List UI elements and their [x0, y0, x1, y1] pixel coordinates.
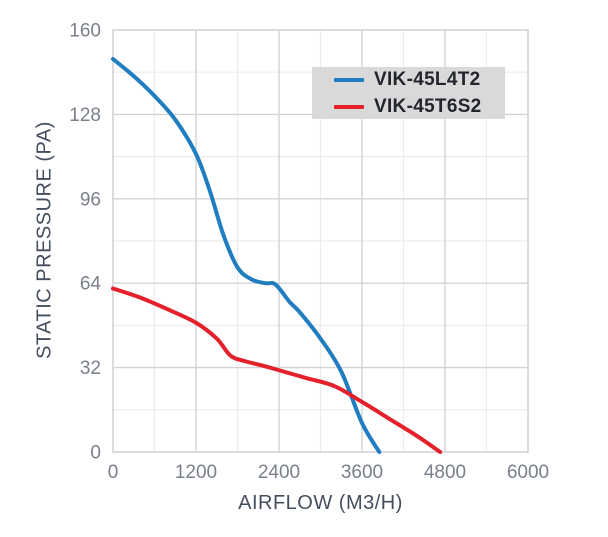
- y-tick-label: 32: [80, 358, 101, 379]
- series-line-1: [111, 286, 443, 454]
- legend-label-series-0: VIK-45L4T2: [374, 68, 481, 90]
- legend-item-series-1: VIK-45T6S2: [334, 96, 505, 118]
- y-axis-title: STATIC PRESSURE (PA): [33, 121, 56, 359]
- legend-item-series-0: VIK-45L4T2: [334, 69, 505, 91]
- x-tick-label: 2400: [258, 462, 300, 483]
- x-axis-title: AIRFLOW (M3/H): [238, 492, 403, 514]
- x-tick-label: 6000: [507, 462, 549, 483]
- y-tick-label: 96: [80, 189, 101, 210]
- plot-frame: [112, 29, 529, 453]
- legend-line-swatch-blue: [334, 77, 364, 82]
- x-tick-label: 3600: [341, 462, 383, 483]
- legend: VIK-45L4T2 VIK-45T6S2: [312, 67, 505, 119]
- y-tick-label: 160: [69, 21, 101, 42]
- legend-line-swatch-red: [334, 104, 364, 109]
- legend-label-series-1: VIK-45T6S2: [374, 95, 482, 117]
- series-line-0: [111, 57, 382, 454]
- y-tick-label: 0: [90, 443, 101, 464]
- x-tick-label: 1200: [175, 462, 217, 483]
- x-tick-label: 0: [108, 462, 119, 483]
- x-tick-label: 4800: [424, 462, 466, 483]
- y-tick-label: 128: [69, 105, 101, 126]
- y-tick-label: 64: [80, 274, 102, 295]
